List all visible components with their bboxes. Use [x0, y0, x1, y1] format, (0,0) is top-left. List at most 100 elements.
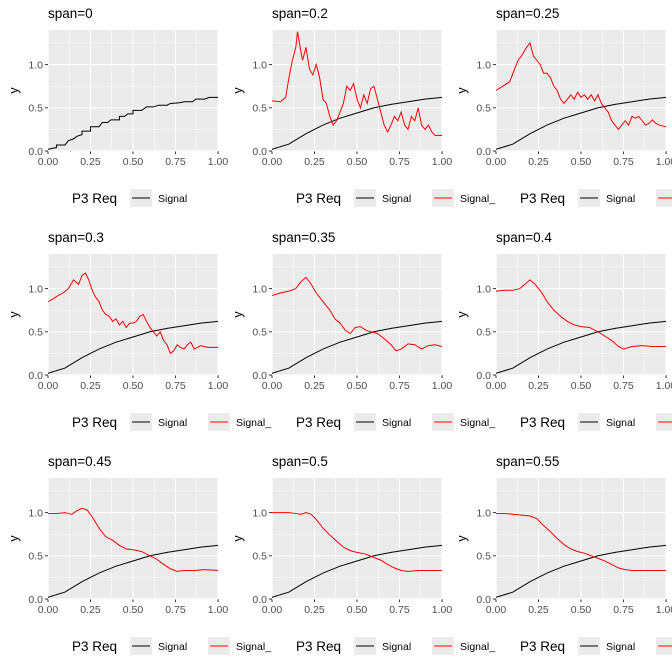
legend-label: Signal [158, 641, 187, 653]
chart-panel-6: 0.00 0.25 0.50 0.75 1.00 0.0 0.5 1.0 span=0.4 y P3… [455, 230, 672, 431]
legend: P3 Req Signal Signal_ [72, 637, 271, 655]
y-axis-label: y [7, 311, 21, 318]
y-tick-label: 0.5 [252, 551, 267, 563]
chart-panel-2: 0.00 0.25 0.50 0.75 1.00 0.0 0.5 1.0 span=0.2 y P3… [231, 6, 495, 207]
series-line-signal [48, 96, 218, 150]
y-tick-label: 1.0 [28, 283, 43, 295]
chart-title: span=0.4 [496, 230, 552, 245]
x-tick-label: 0.25 [304, 156, 325, 168]
x-tick-label: 0.25 [304, 604, 325, 616]
x-tick-label: 1.00 [208, 156, 229, 168]
series-line-signal [272, 96, 442, 150]
y-tick-label: 0.5 [28, 551, 43, 563]
y-axis-label: y [231, 311, 245, 318]
x-tick-label: 1.00 [208, 604, 229, 616]
legend-label: Signal_ [236, 417, 271, 429]
legend-label: Signal_ [460, 417, 495, 429]
y-tick-label: 1.0 [476, 283, 491, 295]
legend-title: P3 Req [72, 415, 117, 430]
legend-title: P3 Req [520, 639, 565, 654]
series-line-signal [496, 320, 666, 374]
series-line-signal [48, 320, 218, 374]
x-tick-label: 0.00 [262, 604, 283, 616]
x-tick-label: 0.50 [123, 380, 144, 392]
x-tick-label: 0.75 [389, 604, 410, 616]
x-tick-label: 0.25 [80, 604, 101, 616]
chart-panel-8: 0.00 0.25 0.50 0.75 1.00 0.0 0.5 1.0 span=0.5 y P3… [231, 454, 495, 655]
x-tick-label: 0.50 [571, 380, 592, 392]
y-tick-label: 0.5 [252, 327, 267, 339]
x-tick-label: 0.50 [123, 604, 144, 616]
x-tick-label: 0.75 [389, 380, 410, 392]
chart-title: span=0.3 [48, 230, 104, 245]
chart-title: span=0.5 [272, 454, 328, 469]
series-line-signal [496, 96, 666, 150]
x-tick-label: 0.50 [571, 604, 592, 616]
chart-panel-7: 0.00 0.25 0.50 0.75 1.00 0.0 0.5 1.0 span=0.45 y P… [7, 454, 271, 655]
y-tick-label: 0.5 [476, 551, 491, 563]
legend-title: P3 Req [72, 639, 117, 654]
series-line-signal [496, 279, 666, 350]
x-tick-label: 1.00 [656, 604, 672, 616]
y-tick-label: 1.0 [476, 507, 491, 519]
legend-title: P3 Req [296, 191, 341, 206]
x-tick-label: 1.00 [656, 380, 672, 392]
y-axis-label: y [7, 87, 21, 94]
x-tick-label: 0.00 [486, 380, 507, 392]
x-tick-label: 0.75 [165, 604, 186, 616]
y-tick-label: 1.0 [476, 59, 491, 71]
y-axis-label: y [455, 535, 469, 542]
y-tick-label: 0.0 [476, 146, 491, 158]
y-tick-label: 0.5 [476, 103, 491, 115]
chart-panel-3: 0.00 0.25 0.50 0.75 1.00 0.0 0.5 1.0 span=0.25 y P… [455, 6, 672, 207]
x-tick-label: 0.25 [80, 156, 101, 168]
y-tick-label: 0.5 [28, 103, 43, 115]
y-tick-label: 0.0 [28, 594, 43, 606]
legend-label: Signal_ [460, 641, 495, 653]
x-tick-label: 1.00 [432, 156, 453, 168]
legend-title: P3 Req [520, 191, 565, 206]
chart-title: span=0.35 [272, 230, 335, 245]
legend-label: Signal [606, 641, 635, 653]
chart-title: span=0 [48, 6, 93, 21]
y-tick-label: 0.5 [252, 103, 267, 115]
y-tick-label: 0.0 [252, 594, 267, 606]
x-tick-label: 0.25 [80, 380, 101, 392]
chart-panel-5: 0.00 0.25 0.50 0.75 1.00 0.0 0.5 1.0 span=0.35 y P… [231, 230, 495, 431]
x-tick-label: 0.50 [123, 156, 144, 168]
x-tick-label: 1.00 [208, 380, 229, 392]
y-tick-label: 0.0 [476, 370, 491, 382]
series-line-signal [496, 41, 666, 131]
legend-label: Signal_ [236, 641, 271, 653]
chart-title: span=0.2 [272, 6, 328, 21]
legend: P3 Req Signal [72, 189, 187, 207]
series-line-signal [272, 276, 442, 352]
legend-title: P3 Req [72, 191, 117, 206]
x-tick-label: 0.75 [165, 156, 186, 168]
y-tick-label: 0.0 [252, 146, 267, 158]
x-tick-label: 0.50 [347, 156, 368, 168]
series-line-signal [272, 320, 442, 374]
y-tick-label: 1.0 [28, 507, 43, 519]
x-tick-label: 0.75 [389, 156, 410, 168]
y-axis-label: y [455, 87, 469, 94]
x-tick-label: 1.00 [432, 380, 453, 392]
y-tick-label: 0.0 [28, 370, 43, 382]
x-tick-label: 0.75 [613, 380, 634, 392]
x-tick-label: 0.50 [347, 604, 368, 616]
x-tick-label: 1.00 [656, 156, 672, 168]
legend-label: Signal_ [460, 193, 495, 205]
series-line-signal [48, 272, 218, 355]
x-tick-label: 0.25 [304, 380, 325, 392]
x-tick-label: 0.00 [38, 156, 59, 168]
y-tick-label: 0.0 [28, 146, 43, 158]
y-tick-label: 0.5 [28, 327, 43, 339]
x-tick-label: 0.25 [528, 156, 549, 168]
y-axis-label: y [7, 535, 21, 542]
legend-label: Signal [382, 417, 411, 429]
x-tick-label: 0.00 [38, 604, 59, 616]
legend-label: Signal [158, 193, 187, 205]
y-tick-label: 0.0 [252, 370, 267, 382]
